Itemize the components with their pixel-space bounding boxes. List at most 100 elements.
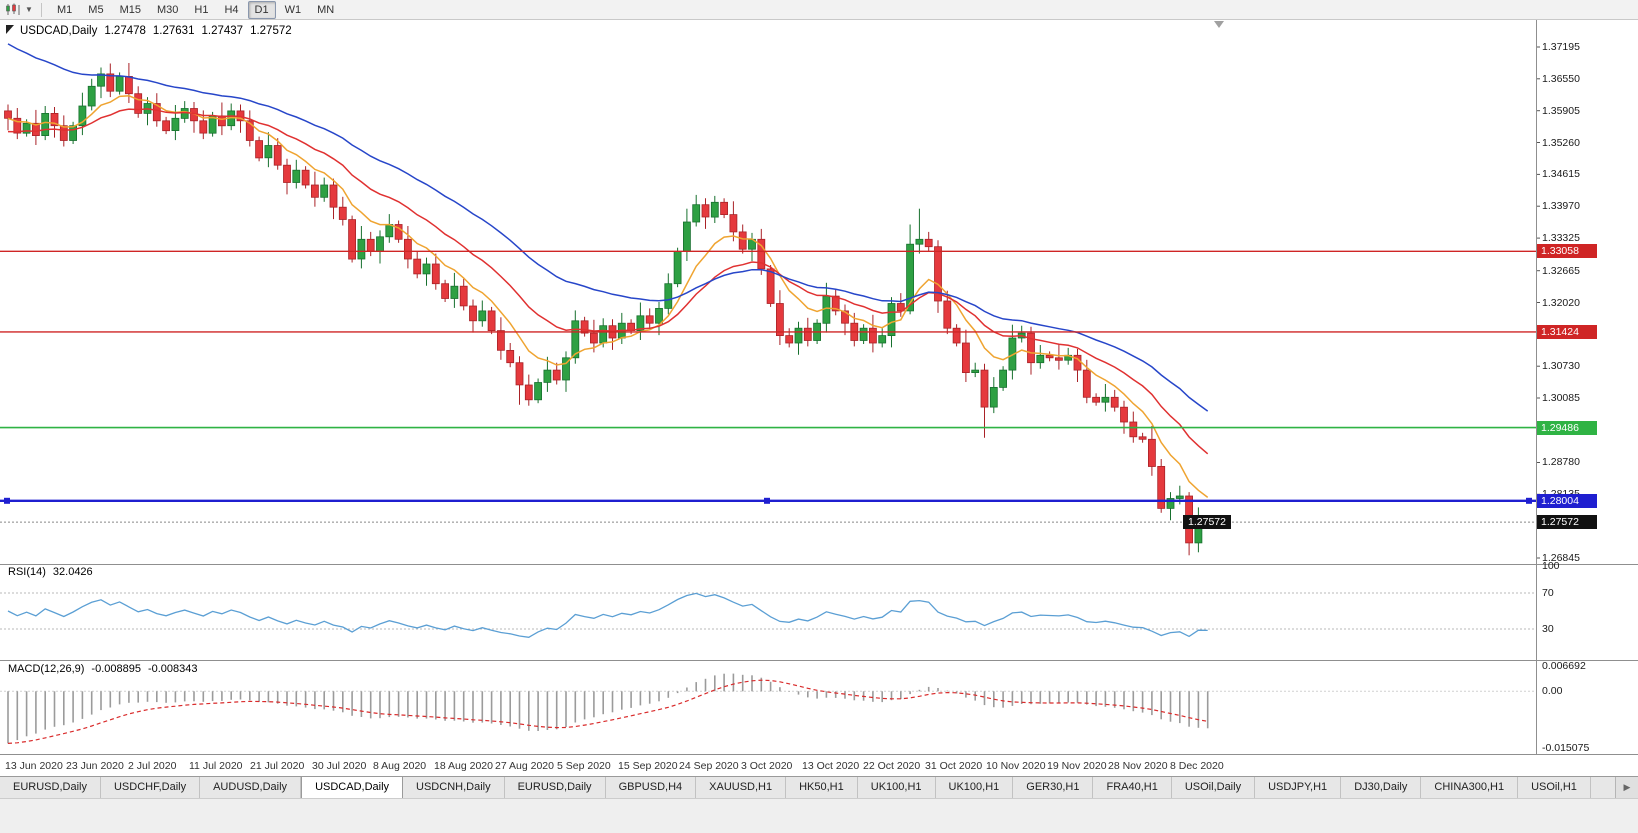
support-line-blue-handle[interactable]	[4, 497, 10, 504]
timeframe-button-m30[interactable]: M30	[156, 3, 179, 16]
hline-price-badge: 1.31424	[1537, 325, 1597, 339]
date-tick: 8 Dec 2020	[1170, 760, 1224, 772]
symbol-tab-usdjpy-h1[interactable]: USDJPY,H1	[1255, 777, 1342, 799]
close-value: 1.27572	[250, 25, 292, 37]
data-begin-marker-icon	[6, 25, 14, 34]
price-tick: 1.30730	[1542, 360, 1580, 372]
date-tick: 24 Sep 2020	[679, 760, 739, 772]
symbol-tab-eurusd-daily[interactable]: EURUSD,Daily	[0, 777, 101, 799]
status-strip	[0, 798, 1638, 833]
macd-signal-value: -0.008343	[147, 663, 198, 675]
panel-separator-rsi[interactable]	[0, 564, 1638, 565]
chevron-down-icon[interactable]: ▼	[25, 5, 33, 14]
timeframe-button-d1[interactable]: D1	[247, 0, 276, 19]
timeframe-button-h1[interactable]: H1	[194, 3, 209, 16]
timeframe-button-m1[interactable]: M1	[57, 3, 73, 16]
ma-fast-orange	[7, 95, 1209, 498]
symbol-tab-usdcnh-daily[interactable]: USDCNH,Daily	[403, 777, 505, 799]
date-tick: 13 Oct 2020	[802, 760, 860, 772]
date-tick: 10 Nov 2020	[986, 760, 1046, 772]
date-tick: 23 Jun 2020	[66, 760, 124, 772]
date-tick: 11 Jul 2020	[189, 760, 243, 772]
time-axis-line	[0, 754, 1638, 755]
last-price-badge: 1.27572	[1537, 515, 1597, 529]
price-tick: 1.35905	[1542, 105, 1580, 117]
toolbar-separator	[41, 2, 42, 17]
date-tick: 3 Oct 2020	[741, 760, 793, 772]
symbol-tab-fra40-h1[interactable]: FRA40,H1	[1093, 777, 1172, 799]
timeframe-button-m5[interactable]: M5	[88, 3, 104, 16]
timeframe-button-w1[interactable]: W1	[284, 3, 302, 16]
timeframe-button-mn[interactable]: MN	[317, 3, 335, 16]
rsi-line	[7, 592, 1208, 638]
price-tick: 1.37195	[1542, 41, 1580, 53]
date-tick: 22 Oct 2020	[863, 760, 921, 772]
chart-header: USDCAD,Daily 1.27478 1.27631 1.27437 1.2…	[20, 25, 292, 37]
symbol-tab-audusd-daily[interactable]: AUDUSD,Daily	[200, 777, 302, 799]
rsi-name: RSI(14)	[8, 566, 46, 578]
date-tick: 19 Nov 2020	[1047, 760, 1107, 772]
macd-axis-tick: -0.015075	[1542, 742, 1590, 754]
macd-axis-tick: 0.006692	[1542, 660, 1586, 672]
hline-price-badge: 1.33058	[1537, 244, 1597, 258]
symbol-tab-usdchf-daily[interactable]: USDCHF,Daily	[100, 777, 201, 799]
high-value: 1.27631	[152, 25, 195, 37]
symbol-tab-usdcad-daily[interactable]: USDCAD,Daily	[301, 777, 404, 799]
symbol-tab-xauusd-h1[interactable]: XAUUSD,H1	[696, 777, 787, 799]
panel-separator-macd[interactable]	[0, 660, 1638, 661]
symbol-tab-uk100-h1[interactable]: UK100,H1	[857, 777, 936, 799]
ma-slow-blue	[7, 43, 1209, 412]
symbol-tab-gbpusd-h4[interactable]: GBPUSD,H4	[605, 777, 697, 799]
timeframe-toolbar: ▼ M1 M5 M15 M30 H1 H4 D1 W1 MN	[0, 0, 1638, 20]
price-tick: 1.34615	[1542, 168, 1580, 180]
open-value: 1.27478	[104, 25, 146, 37]
tab-scroll-right-icon[interactable]: ▶	[1615, 777, 1638, 798]
rsi-label: RSI(14) 32.0426	[8, 566, 93, 578]
rsi-axis-tick: 30	[1542, 623, 1554, 635]
timeframe-button-h4[interactable]: H4	[224, 3, 239, 16]
symbol-period-label: USDCAD,Daily	[20, 25, 98, 37]
symbol-tab-usoil-h1[interactable]: USOil,H1	[1518, 777, 1591, 799]
timeframe-button-m15[interactable]: M15	[119, 3, 141, 16]
date-tick: 28 Nov 2020	[1108, 760, 1168, 772]
macd-main-value: -0.008895	[91, 663, 141, 675]
symbol-tab-usoil-daily[interactable]: USOil,Daily	[1171, 777, 1256, 799]
timeframe-buttons: M1 M5 M15 M30 H1 H4 D1 W1 MN	[49, 0, 342, 19]
rsi-axis-tick: 70	[1542, 587, 1554, 599]
macd-name: MACD(12,26,9)	[8, 663, 85, 675]
symbol-tabbar: EURUSD,Daily USDCHF,Daily AUDUSD,Daily USDC…	[0, 776, 1638, 799]
date-tick: 31 Oct 2020	[925, 760, 983, 772]
candles	[4, 63, 1212, 556]
date-tick: 18 Aug 2020	[434, 760, 493, 772]
macd-axis-tick: 0.00	[1542, 685, 1563, 697]
date-tick: 27 Aug 2020	[495, 760, 554, 772]
symbol-tab-uk100-h1[interactable]: UK100,H1	[935, 777, 1014, 799]
price-tick: 1.33325	[1542, 232, 1580, 244]
price-axis-line	[1536, 20, 1537, 754]
price-tick: 1.36550	[1542, 73, 1580, 85]
support-line-blue-handle[interactable]	[764, 497, 770, 504]
macd-label: MACD(12,26,9) -0.008895 -0.008343	[8, 663, 198, 675]
symbol-tab-china300-h1[interactable]: CHINA300,H1	[1421, 777, 1519, 799]
date-tick: 13 Jun 2020	[5, 760, 63, 772]
rsi-value: 32.0426	[52, 566, 93, 578]
price-tick: 1.33970	[1542, 200, 1580, 212]
chart-type-icon[interactable]	[4, 3, 22, 17]
price-tick: 1.35260	[1542, 137, 1580, 149]
date-tick: 2 Jul 2020	[128, 760, 177, 772]
symbol-tab-hk50-h1[interactable]: HK50,H1	[786, 777, 858, 799]
support-line-blue-handle[interactable]	[1526, 497, 1532, 504]
symbol-tab-ger30-h1[interactable]: GER30,H1	[1013, 777, 1094, 799]
last-price-float-badge: 1.27572	[1183, 515, 1231, 529]
symbol-tab-dj30-daily[interactable]: DJ30,Daily	[1341, 777, 1422, 799]
price-tick: 1.32020	[1542, 297, 1580, 309]
macd-signal-line	[7, 679, 1208, 744]
date-tick: 8 Aug 2020	[373, 760, 427, 772]
price-tick: 1.32665	[1542, 265, 1580, 277]
macd-histogram	[7, 673, 1209, 744]
symbol-tab-eurusd-daily[interactable]: EURUSD,Daily	[504, 777, 606, 799]
chart-shift-marker-icon[interactable]	[1214, 21, 1224, 28]
rsi-axis-tick: 100	[1542, 560, 1560, 572]
